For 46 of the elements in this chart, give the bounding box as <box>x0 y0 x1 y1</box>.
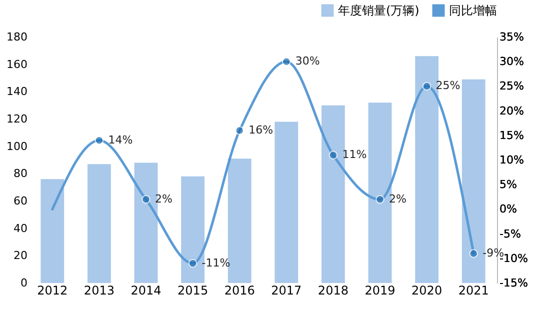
y2-tick-label: 5% <box>500 178 517 192</box>
y2-tick-label: 0% <box>500 202 517 216</box>
bar <box>274 122 298 283</box>
bar <box>88 164 111 283</box>
x-tick-label: 2019 <box>364 284 396 298</box>
legend-label: 同比增幅 <box>449 4 497 18</box>
bar <box>322 105 345 283</box>
y-tick-label: 180 <box>6 30 28 44</box>
y-tick-label: 120 <box>6 112 28 126</box>
y2-tick-label: 25% <box>500 80 524 93</box>
bar <box>415 56 438 283</box>
y-tick-label: 80 <box>14 167 28 180</box>
y-tick-label: 140 <box>6 85 28 98</box>
y2-tick-label: 10% <box>500 154 524 166</box>
y2-tick-label: 30% <box>500 55 524 68</box>
data-label: 14% <box>108 133 133 146</box>
y-tick-label: 0 <box>20 276 28 290</box>
x-tick-label: 2016 <box>224 284 255 298</box>
y2-tick-label: 15% <box>500 128 524 142</box>
y2-tick-label: -15% <box>500 276 528 290</box>
x-tick-label: 2020 <box>412 284 442 298</box>
y-tick-label: 60 <box>14 194 28 208</box>
y-tick-label: 100 <box>6 140 28 153</box>
data-label: -11% <box>202 256 230 270</box>
x-tick-label: 2015 <box>178 284 208 298</box>
y-tick-label: 40 <box>14 222 28 235</box>
data-label: 2% <box>389 192 406 206</box>
data-label: 16% <box>248 123 274 136</box>
y2-tick-label: 20% <box>500 104 524 118</box>
legend-label: 年度销量(万辆) <box>338 4 420 18</box>
y2-tick-label: -5% <box>500 227 521 240</box>
data-label: 2% <box>155 192 172 206</box>
y-tick-label: 160 <box>6 58 28 71</box>
y2-tick-label: 35% <box>500 30 524 44</box>
data-label: 30% <box>295 54 320 68</box>
data-label: 25% <box>436 79 460 92</box>
x-tick-label: 2018 <box>318 284 348 298</box>
x-tick-label: 2012 <box>37 284 68 298</box>
x-tick-label: 2017 <box>271 284 302 298</box>
data-label: 11% <box>342 148 367 162</box>
x-tick-label: 2014 <box>130 284 162 298</box>
x-tick-label: 2021 <box>458 284 489 298</box>
x-tick-label: 2013 <box>84 284 114 298</box>
bar <box>228 158 252 283</box>
bar <box>40 179 64 283</box>
y-tick-label: 20 <box>14 249 28 262</box>
